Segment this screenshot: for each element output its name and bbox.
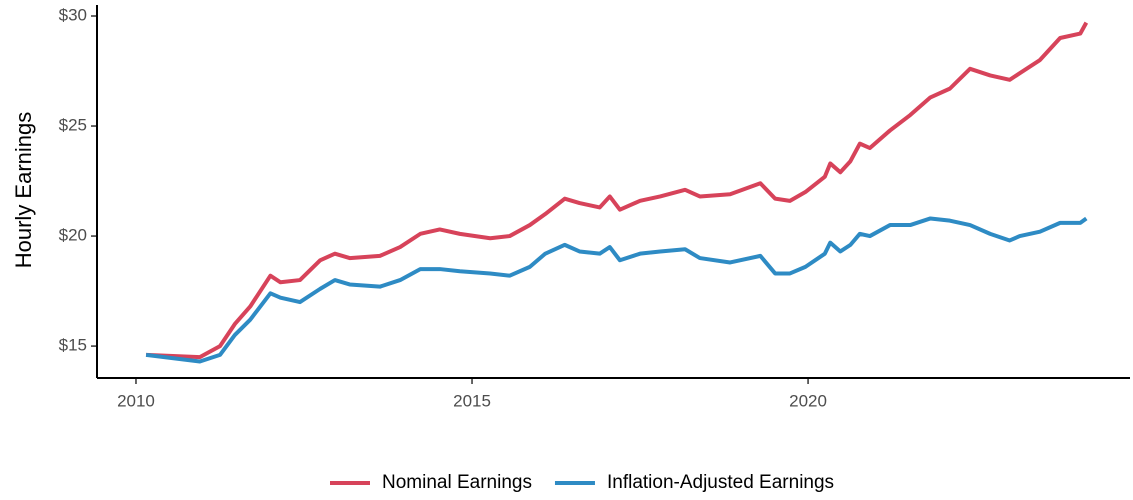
y-tick-label: $25 — [59, 116, 87, 135]
x-tick-label: 2015 — [453, 391, 491, 410]
y-tick-label: $15 — [59, 336, 87, 355]
y-tick-label: $30 — [59, 5, 87, 24]
line — [145, 216, 1088, 364]
y-axis-label: Hourly Earnings — [11, 112, 36, 269]
legend-label: Nominal Earnings — [382, 472, 532, 493]
line — [145, 21, 1089, 360]
x-tick-label: 2020 — [789, 391, 827, 410]
x-tick-label: 2010 — [117, 391, 155, 410]
y-tick-label: $20 — [59, 226, 87, 245]
legend-label: Inflation-Adjusted Earnings — [607, 472, 834, 493]
